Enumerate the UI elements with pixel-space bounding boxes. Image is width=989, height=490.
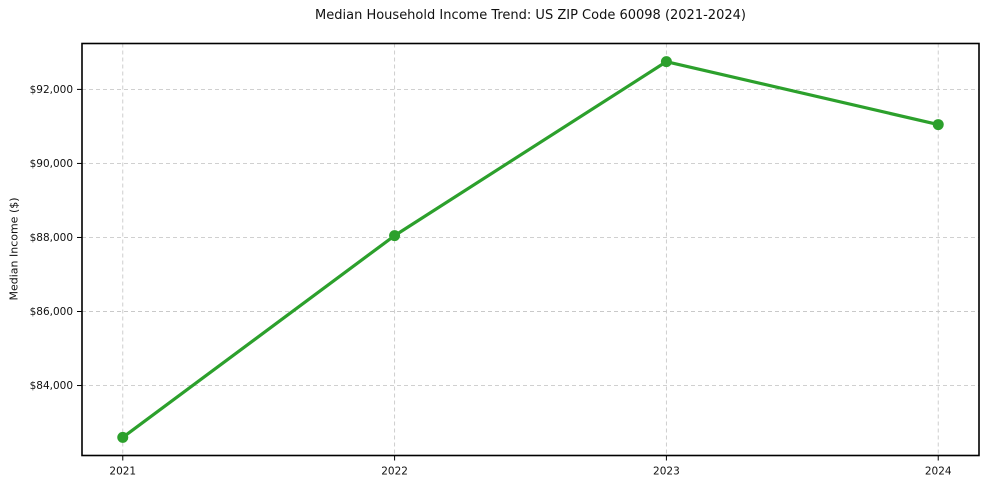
data-point-2023 (660, 56, 672, 68)
x-tick-label: 2021 (109, 466, 136, 478)
x-tick-label: 2024 (925, 466, 952, 478)
plot-border (81, 42, 980, 457)
y-tick-label: $90,000 (30, 158, 73, 170)
data-point-2021 (117, 431, 129, 443)
y-tick-label: $84,000 (30, 380, 73, 392)
data-point-2024 (932, 119, 944, 131)
y-tick-label: $92,000 (30, 84, 73, 96)
x-tick-label: 2022 (381, 466, 408, 478)
y-tick-label: $88,000 (30, 232, 73, 244)
x-tick-label: 2023 (653, 466, 680, 478)
data-point-2022 (389, 230, 401, 242)
y-tick-label: $86,000 (30, 306, 73, 318)
trend-line (121, 60, 940, 439)
chart-title: Median Household Income Trend: US ZIP Co… (315, 8, 746, 23)
